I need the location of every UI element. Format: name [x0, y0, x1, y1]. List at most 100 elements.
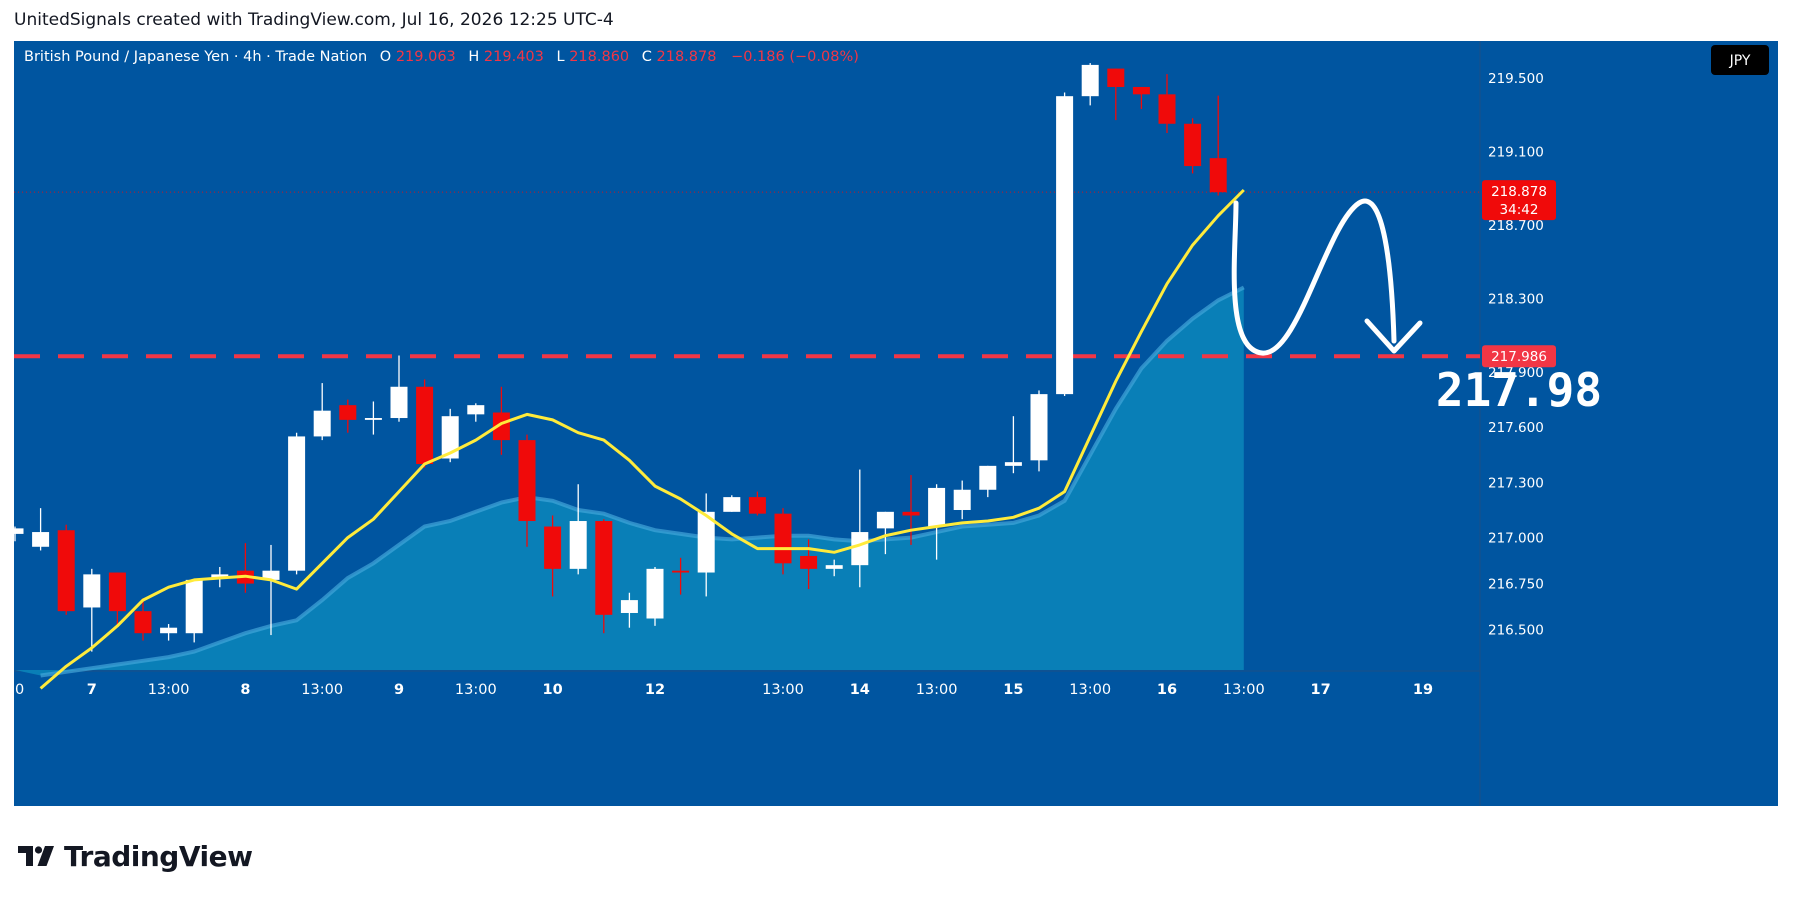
time-tick-label: 14 [850, 682, 870, 698]
chart-legend: British Pound / Japanese Yen · 4h · Trad… [24, 49, 859, 65]
candle-body [876, 511, 894, 529]
time-tick-label: 13:00 [762, 682, 804, 698]
candle [108, 572, 126, 626]
candle [1184, 118, 1202, 174]
price-tick-label: 218.700 [1488, 218, 1544, 234]
currency-button-label[interactable]: JPY [1729, 53, 1751, 69]
candle [518, 434, 536, 547]
candle [57, 524, 75, 615]
candle-body [14, 528, 24, 534]
time-tick-label: 9 [394, 682, 404, 698]
legend-symbol: British Pound / Japanese Yen · 4h · Trad… [24, 49, 367, 65]
candle [697, 493, 715, 597]
time-tick-label: 13:00 [301, 682, 343, 698]
last-price-tag-bg [1482, 180, 1556, 221]
candle [1004, 416, 1022, 474]
candle [902, 475, 920, 545]
price-tick-label: 217.300 [1488, 475, 1544, 491]
target-annotation[interactable]: 217.98 [1436, 363, 1602, 417]
currency-button-bg[interactable] [1711, 45, 1769, 75]
level-price-value: 217.986 [1491, 349, 1547, 365]
candle-body [569, 521, 587, 569]
candle [953, 480, 971, 520]
legend-open-label: O [380, 49, 391, 65]
forecast-drawing[interactable] [1231, 198, 1423, 356]
last-price-value: 218.878 [1491, 184, 1547, 200]
candle-body [723, 497, 741, 512]
candle [1209, 95, 1227, 196]
slow-ma-fill [15, 287, 1244, 676]
candle-body [416, 386, 434, 465]
candle-body [467, 405, 485, 415]
candle [748, 491, 766, 516]
price-tick-label: 218.300 [1488, 291, 1544, 307]
time-tick-label: 16 [1157, 682, 1177, 698]
candle-body [390, 386, 408, 419]
candle-body [160, 627, 178, 634]
candle [262, 544, 280, 636]
price-tick-label: 216.750 [1488, 577, 1544, 593]
candle [14, 526, 24, 542]
time-tick-label: 13:00 [1069, 682, 1111, 698]
candle-body [851, 532, 869, 566]
price-chart[interactable]: 216.500 216.750 217.000 217.300 217.600 217.9… [14, 41, 1778, 806]
candle [646, 567, 664, 626]
candle-body [32, 532, 50, 547]
last-price-tag: 218.878 34:42 [1482, 180, 1556, 221]
candle [492, 386, 510, 455]
time-tick-label: 12 [645, 682, 665, 698]
legend-high-label: H [468, 49, 479, 65]
candle-body [825, 565, 843, 569]
candle [876, 511, 894, 555]
candle [185, 579, 203, 643]
forecast-arrow-head[interactable] [1364, 318, 1423, 354]
candle-body [620, 600, 638, 613]
candle [928, 484, 946, 560]
chart-panel[interactable]: 216.500 216.750 217.000 217.300 217.600 217.9… [14, 41, 1778, 806]
candle [979, 465, 997, 498]
candle [236, 543, 254, 593]
candle-body [1030, 394, 1048, 461]
candle [1158, 74, 1176, 133]
slow-ma-line [40, 285, 1245, 678]
candles [14, 63, 1227, 652]
candle-body [672, 570, 690, 573]
candle-body [979, 465, 997, 490]
price-tick-label: 217.000 [1488, 531, 1544, 547]
forecast-curve[interactable] [1231, 198, 1397, 356]
candle [595, 519, 613, 634]
price-tick-label: 219.500 [1488, 71, 1544, 87]
candle-body [595, 521, 613, 615]
candle [339, 399, 357, 433]
candle-body [697, 511, 715, 573]
price-axis[interactable]: 216.500 216.750 217.000 217.300 217.600 217.9… [1479, 41, 1544, 806]
legend-close-label: C [642, 49, 652, 65]
candle-body [953, 489, 971, 510]
time-tick-label: 19 [1413, 682, 1433, 698]
price-tick-label: 217.900 [1488, 365, 1544, 381]
candle [32, 508, 50, 551]
legend-high: 219.403 [484, 49, 544, 65]
time-tick-label: 15 [1003, 682, 1023, 698]
candle [1107, 68, 1125, 121]
tradingview-logo[interactable]: TradingView [18, 836, 253, 876]
time-tick-label: 8 [240, 682, 250, 698]
slow-ma-area [15, 285, 1245, 678]
legend-change: −0.186 (−0.08%) [731, 49, 859, 65]
candle-body [1107, 68, 1125, 87]
price-tick-label: 219.100 [1488, 144, 1544, 160]
candle [1132, 86, 1150, 110]
candle [620, 592, 638, 628]
candle-body [492, 412, 510, 441]
candle-body [1081, 64, 1099, 97]
candle-body [441, 416, 459, 459]
time-axis[interactable]: 00 7 13:00 8 13:00 9 13:00 10 12 13:00 14 13:00 15 13… [14, 670, 1480, 698]
candle [825, 559, 843, 577]
currency-button[interactable]: JPY [1711, 45, 1769, 75]
candle-body [518, 440, 536, 522]
time-tick-label: 10 [543, 682, 563, 698]
time-tick-label: 13:00 [916, 682, 958, 698]
legend-low-label: L [556, 49, 564, 65]
time-tick-label: 13:00 [455, 682, 497, 698]
candle [364, 401, 382, 435]
